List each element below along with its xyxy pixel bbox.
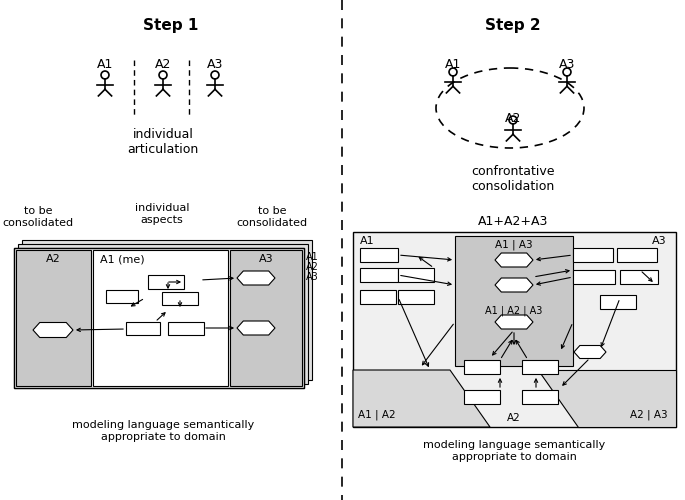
Text: A2: A2 xyxy=(505,112,521,125)
Text: to be
consolidated: to be consolidated xyxy=(236,206,308,228)
Text: A1 | A2 | A3: A1 | A2 | A3 xyxy=(485,306,543,316)
Text: individual
articulation: individual articulation xyxy=(127,128,199,156)
Text: confrontative
consolidation: confrontative consolidation xyxy=(471,165,555,193)
Bar xyxy=(464,390,500,404)
Text: A1 | A2: A1 | A2 xyxy=(358,410,396,420)
Text: individual
aspects: individual aspects xyxy=(135,204,189,225)
Text: A2: A2 xyxy=(155,58,171,71)
Bar xyxy=(93,250,228,386)
Bar xyxy=(398,268,434,282)
Bar xyxy=(522,360,558,374)
Bar xyxy=(168,322,204,335)
Polygon shape xyxy=(538,370,676,427)
Text: A1 | A3: A1 | A3 xyxy=(495,240,533,250)
Text: A3: A3 xyxy=(259,254,273,264)
Bar xyxy=(16,250,91,386)
Bar xyxy=(455,236,573,366)
Text: Step 2: Step 2 xyxy=(485,18,541,33)
Text: A1: A1 xyxy=(306,252,319,262)
Polygon shape xyxy=(574,346,606,358)
Bar xyxy=(22,240,312,380)
Bar xyxy=(360,268,398,282)
Polygon shape xyxy=(495,278,533,292)
Text: A3: A3 xyxy=(559,58,575,71)
Bar xyxy=(18,244,308,384)
Text: A1+A2+A3: A1+A2+A3 xyxy=(478,215,548,228)
Text: modeling language semantically
appropriate to domain: modeling language semantically appropria… xyxy=(72,420,254,442)
Bar xyxy=(600,295,636,309)
Text: to be
consolidated: to be consolidated xyxy=(3,206,73,228)
Bar xyxy=(522,390,558,404)
Text: A1: A1 xyxy=(97,58,113,71)
Polygon shape xyxy=(495,315,533,329)
Polygon shape xyxy=(495,253,533,267)
Text: Step 1: Step 1 xyxy=(143,18,199,33)
Polygon shape xyxy=(237,321,275,335)
Bar xyxy=(106,290,138,303)
Text: A2 | A3: A2 | A3 xyxy=(630,410,668,420)
Text: modeling language semantically
appropriate to domain: modeling language semantically appropria… xyxy=(423,440,605,462)
Text: A2: A2 xyxy=(507,413,521,423)
Text: A2: A2 xyxy=(306,262,319,272)
Bar xyxy=(573,248,613,262)
Bar xyxy=(617,248,657,262)
Bar xyxy=(360,290,396,304)
Text: A1: A1 xyxy=(360,236,375,246)
Bar xyxy=(162,292,198,305)
Text: A3: A3 xyxy=(207,58,223,71)
Text: A3: A3 xyxy=(652,236,667,246)
Text: A1: A1 xyxy=(445,58,461,71)
Bar xyxy=(14,248,304,388)
Bar xyxy=(126,322,160,335)
Bar xyxy=(620,270,658,284)
Text: A2: A2 xyxy=(46,254,60,264)
Bar xyxy=(573,270,615,284)
Bar xyxy=(353,232,676,427)
Bar xyxy=(464,360,500,374)
Bar xyxy=(398,290,434,304)
Polygon shape xyxy=(237,271,275,285)
Polygon shape xyxy=(353,370,490,427)
Bar xyxy=(360,248,398,262)
Polygon shape xyxy=(33,322,73,338)
Text: A3: A3 xyxy=(306,272,319,282)
Bar xyxy=(230,250,302,386)
Bar xyxy=(14,248,304,388)
Bar xyxy=(148,275,184,289)
Text: A1 (me): A1 (me) xyxy=(100,254,145,264)
